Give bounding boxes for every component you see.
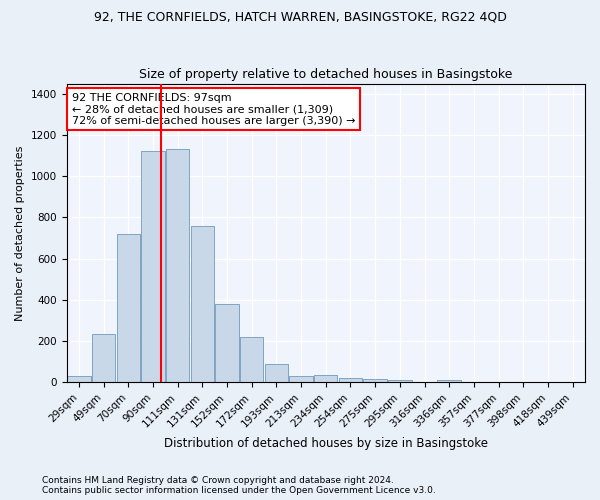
Bar [141, 152, 164, 382]
Bar [437, 380, 461, 382]
Bar [215, 304, 239, 382]
Bar [388, 380, 412, 382]
Text: 92 THE CORNFIELDS: 97sqm
← 28% of detached houses are smaller (1,309)
72% of sem: 92 THE CORNFIELDS: 97sqm ← 28% of detach… [72, 92, 355, 126]
Text: 92, THE CORNFIELDS, HATCH WARREN, BASINGSTOKE, RG22 4QD: 92, THE CORNFIELDS, HATCH WARREN, BASING… [94, 10, 506, 23]
Y-axis label: Number of detached properties: Number of detached properties [15, 145, 25, 320]
Bar [339, 378, 362, 382]
Bar [116, 234, 140, 382]
Bar [166, 150, 190, 382]
Text: Contains HM Land Registry data © Crown copyright and database right 2024.
Contai: Contains HM Land Registry data © Crown c… [42, 476, 436, 495]
Bar [240, 337, 263, 382]
Bar [364, 379, 387, 382]
Bar [314, 375, 337, 382]
Bar [191, 226, 214, 382]
Bar [265, 364, 288, 382]
X-axis label: Distribution of detached houses by size in Basingstoke: Distribution of detached houses by size … [164, 437, 488, 450]
Title: Size of property relative to detached houses in Basingstoke: Size of property relative to detached ho… [139, 68, 512, 81]
Bar [289, 376, 313, 382]
Bar [92, 334, 115, 382]
Bar [67, 376, 91, 382]
